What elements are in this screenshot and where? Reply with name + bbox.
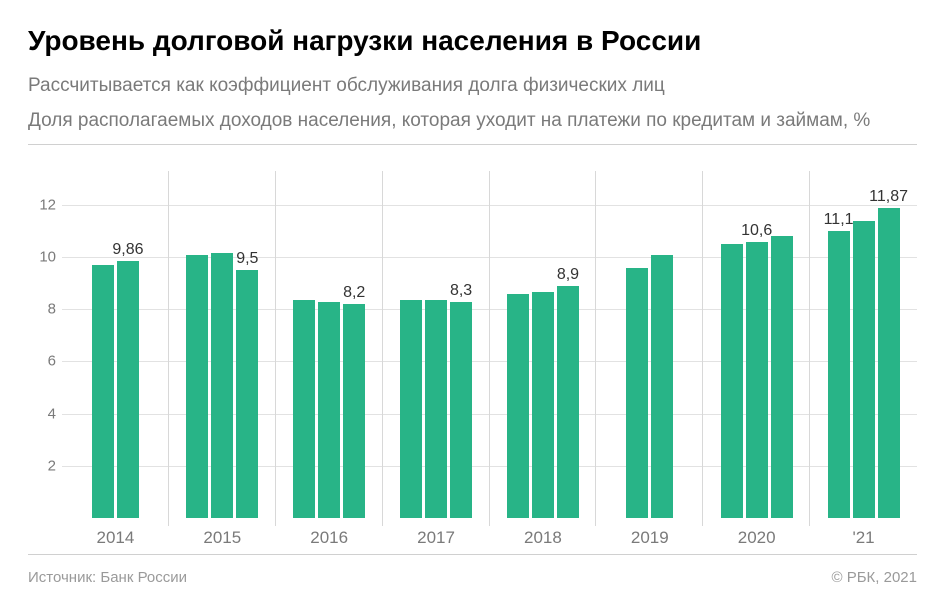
chart-subtitle-2: Доля располагаемых доходов населения, ко… <box>28 108 917 134</box>
bar <box>532 292 554 518</box>
year-group <box>490 179 597 518</box>
bar <box>425 300 447 518</box>
chart-subtitle-1: Рассчитывается как коэффициент обслужива… <box>28 74 917 99</box>
bar <box>318 302 340 518</box>
chart-area: 2 4 6 8 10 12 2014201520162017201820192020'21… <box>28 144 917 555</box>
x-label: 2018 <box>490 528 597 548</box>
bar <box>236 270 258 518</box>
bar <box>507 294 529 518</box>
bars-layer <box>62 179 917 518</box>
x-label: 2014 <box>62 528 169 548</box>
year-group <box>596 179 703 518</box>
x-label: 2017 <box>383 528 490 548</box>
year-group <box>276 179 383 518</box>
bar <box>626 268 648 518</box>
y-tick: 12 <box>39 196 56 213</box>
x-label: 2016 <box>276 528 383 548</box>
value-label: 9,86 <box>112 241 143 259</box>
bar <box>343 304 365 518</box>
x-label: 2015 <box>169 528 276 548</box>
x-label: 2020 <box>703 528 810 548</box>
bar <box>721 244 743 518</box>
bar <box>293 300 315 518</box>
bar <box>878 208 900 518</box>
bar <box>211 253 233 518</box>
bar <box>771 236 793 518</box>
y-tick: 10 <box>39 249 56 266</box>
bar <box>400 300 422 518</box>
y-tick: 6 <box>48 353 56 370</box>
bar <box>651 255 673 518</box>
chart-card: Уровень долговой нагрузки населения в Ро… <box>0 0 945 602</box>
bar <box>92 265 114 518</box>
source-label: Источник: Банк России <box>28 569 187 586</box>
copyright-label: © РБК, 2021 <box>831 569 917 586</box>
value-label: 8,2 <box>343 284 365 302</box>
bar <box>186 255 208 518</box>
year-group <box>62 179 169 518</box>
x-label: '21 <box>810 528 917 548</box>
value-label: 9,5 <box>236 250 258 268</box>
year-group <box>383 179 490 518</box>
chart-title: Уровень долговой нагрузки населения в Ро… <box>28 24 917 58</box>
bar <box>557 286 579 518</box>
bar <box>450 302 472 518</box>
x-label: 2019 <box>596 528 703 548</box>
bar <box>853 221 875 518</box>
value-label: 8,9 <box>557 266 579 284</box>
plot-area: 2014201520162017201820192020'21 9,86 9,5 8… <box>62 145 917 554</box>
bar <box>117 261 139 518</box>
y-tick: 4 <box>48 405 56 422</box>
year-group <box>810 179 917 518</box>
value-label: 11,1 <box>824 211 854 229</box>
y-tick: 2 <box>48 457 56 474</box>
bar <box>828 231 850 518</box>
chart-footer: Источник: Банк России © РБК, 2021 <box>28 555 917 586</box>
year-group <box>169 179 276 518</box>
value-label: 11,87 <box>869 188 908 206</box>
y-tick: 8 <box>48 301 56 318</box>
value-label: 10,6 <box>741 222 772 240</box>
value-label: 8,3 <box>450 282 472 300</box>
bar <box>746 242 768 518</box>
y-axis: 2 4 6 8 10 12 <box>28 145 62 554</box>
x-axis-labels: 2014201520162017201820192020'21 <box>62 528 917 548</box>
